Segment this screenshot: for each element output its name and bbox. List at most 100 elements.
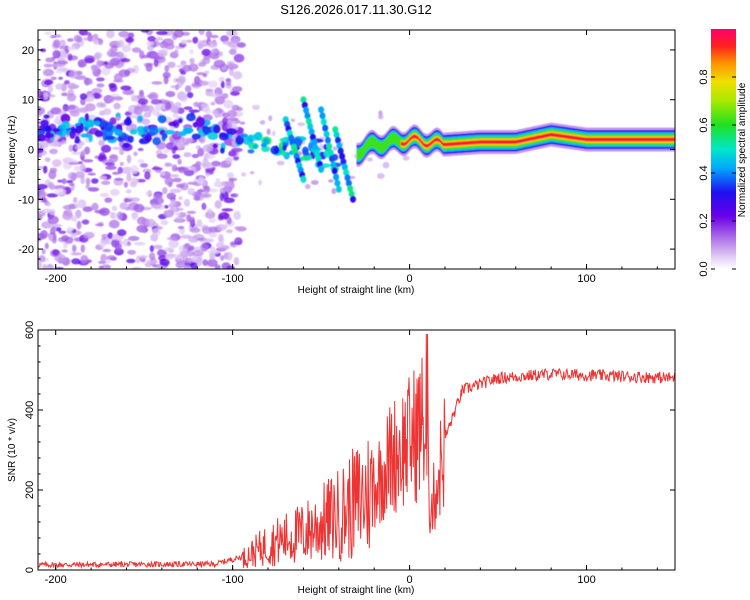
spectrogram-noise-blob [116, 211, 123, 220]
spectrogram-streak-blob [319, 112, 326, 120]
spectrogram-noise-blob [220, 80, 225, 89]
spectrogram-noise-blob [42, 68, 55, 77]
spectrogram-signal-blob [145, 136, 151, 143]
spectrogram-noise-blob [204, 70, 210, 75]
spectrogram-noise-blob [209, 252, 216, 260]
spectrogram-streak-blob [323, 130, 330, 138]
spectrogram-noise-blob [96, 83, 105, 88]
spectrogram-noise-blob [59, 45, 67, 50]
spectrogram-noise-blob [227, 41, 239, 48]
spectrogram-noise-blob [158, 50, 167, 58]
spectrogram-noise-blob [184, 242, 191, 250]
spectrogram-noise-blob [46, 193, 59, 198]
spectrogram-noise-blob [183, 152, 192, 158]
spectrogram-noise-blob [201, 202, 207, 210]
spectrogram-noise-blob [69, 110, 80, 117]
spectrogram-noise-blob [70, 172, 77, 182]
x-tick-label: 100 [577, 273, 595, 285]
x-tick-label: -100 [222, 574, 244, 586]
y-tick-label: -10 [18, 194, 34, 206]
spectrogram-noise-blob [61, 178, 67, 185]
spectrogram-noise-blob [58, 49, 67, 58]
spectrogram-noise-blob [176, 77, 185, 86]
spectrogram-noise-blob [230, 90, 240, 96]
spectrogram-noise-blob [125, 189, 132, 194]
spectrogram-noise-blob [182, 64, 192, 72]
spectrogram-noise-blob [47, 85, 54, 93]
spectrogram-noise-blob [55, 227, 62, 232]
spectrogram-signal-blob [152, 137, 161, 146]
spectrogram-noise-blob [146, 94, 157, 98]
spectrogram-signal-blob [52, 128, 61, 133]
spectrogram-noise-blob [189, 49, 194, 55]
spectrogram-noise-blob [214, 109, 219, 119]
spectrogram-noise-blob [151, 81, 163, 85]
spectrogram-noise-blob [96, 102, 105, 108]
spectrogram-noise-blob [101, 264, 111, 269]
spectrogram-noise-blob [176, 207, 184, 211]
spectrogram-noise-blob [225, 157, 233, 165]
spectrogram-noise-blob [119, 148, 125, 156]
spectrogram-noise-blob [159, 41, 168, 49]
spectrogram-signal-blob [157, 115, 166, 123]
spectrogram-noise-blob [101, 180, 111, 185]
spectrogram-noise-blob [112, 171, 120, 175]
spectrogram-noise-blob [71, 244, 77, 253]
spectrogram-streak-blob [312, 144, 319, 152]
spectrogram-streak-blob [304, 112, 311, 120]
spectrogram-noise-blob [239, 121, 246, 125]
spectrogram-noise-blob [153, 58, 159, 68]
spectrogram-noise-blob [56, 60, 69, 65]
spectrogram-noise-blob [85, 184, 91, 190]
spectrogram-noise-blob [204, 168, 215, 172]
spectrogram-noise-blob [38, 261, 43, 269]
spectrogram-noise-blob [402, 155, 410, 161]
spectrogram-noise-blob [235, 106, 243, 112]
spectrogram-noise-blob [258, 179, 262, 186]
spectrogram-noise-blob [107, 232, 114, 239]
spectrogram-noise-blob [195, 161, 202, 166]
spectrogram-noise-blob [162, 187, 168, 195]
spectrogram-noise-blob [127, 241, 131, 246]
spectrogram-noise-blob [169, 107, 179, 113]
spectrogram-noise-blob [268, 115, 273, 122]
spectrogram-noise-blob [164, 65, 170, 72]
spectrogram-noise-blob [146, 40, 154, 46]
spectrogram-noise-blob [69, 69, 78, 79]
spectrogram-noise-blob [159, 171, 166, 176]
spectrogram-noise-blob [38, 141, 50, 148]
spectrogram-noise-blob [159, 258, 170, 267]
spectrogram-noise-blob [211, 160, 221, 167]
spectrogram-noise-blob [40, 230, 48, 239]
spectrogram-noise-blob [175, 212, 181, 217]
spectrogram-noise-blob [173, 30, 184, 38]
spectrogram-streak-blob [318, 165, 325, 173]
spectrogram-signal-blob [261, 145, 270, 153]
spectrogram-noise-blob [234, 226, 241, 230]
colorbar-tick-label: 0.8 [698, 69, 710, 84]
snr-xlabel: Height of straight line (km) [298, 585, 415, 596]
spectrogram-noise-blob [62, 204, 74, 210]
spectrogram-noise-blob [167, 61, 176, 68]
spectrogram-noise-blob [66, 93, 77, 102]
spectrogram-noise-blob [52, 249, 60, 256]
spectrogram-streak-blob [326, 142, 333, 150]
spectrogram-noise-blob [95, 223, 104, 227]
spectrogram-noise-blob [225, 79, 232, 86]
spectrogram-noise-blob [207, 258, 218, 267]
spectrogram-noise-blob [108, 154, 119, 163]
spectrogram-noise-blob [84, 57, 95, 64]
spectrogram-noise-blob [48, 234, 54, 242]
spectrogram-signal-blob [305, 155, 313, 161]
spectrogram-noise-blob [215, 242, 225, 249]
spectrogram-signal-blob [177, 131, 187, 137]
spectrogram-noise-blob [71, 258, 81, 265]
spectrogram-noise-blob [139, 227, 147, 233]
spectrogram-streak-blob [335, 185, 342, 193]
spectrogram-noise-blob [48, 181, 54, 189]
spectrogram-noise-blob [41, 221, 52, 229]
spectrogram-noise-blob [164, 176, 174, 186]
spectrogram-streak-blob [340, 158, 347, 166]
spectrogram-noise-blob [98, 260, 106, 265]
spectrogram-heatmap [38, 30, 675, 269]
